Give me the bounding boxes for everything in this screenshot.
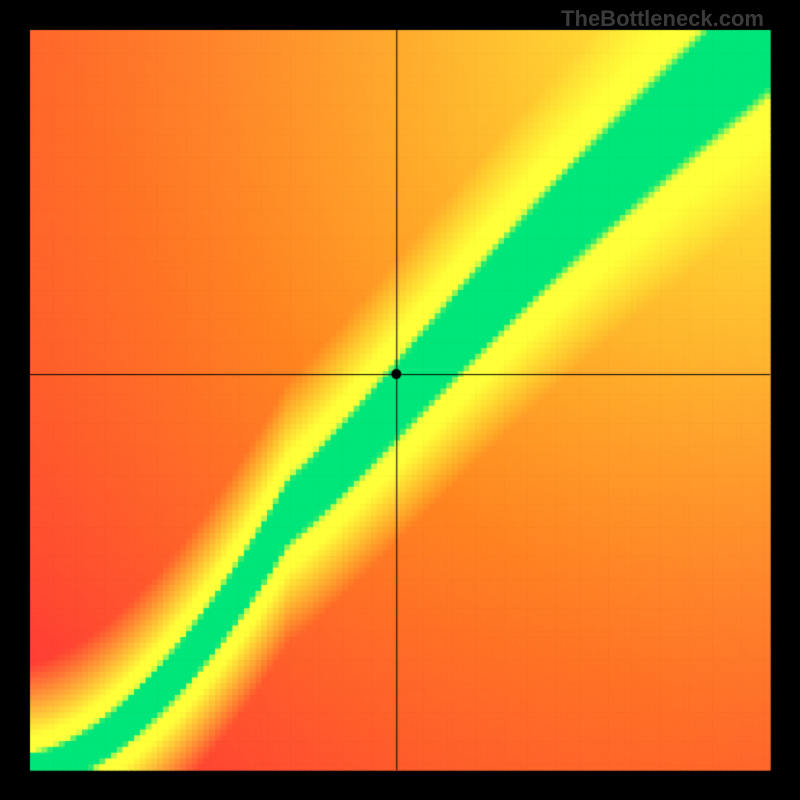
bottleneck-heatmap xyxy=(0,0,800,800)
chart-container: TheBottleneck.com xyxy=(0,0,800,800)
